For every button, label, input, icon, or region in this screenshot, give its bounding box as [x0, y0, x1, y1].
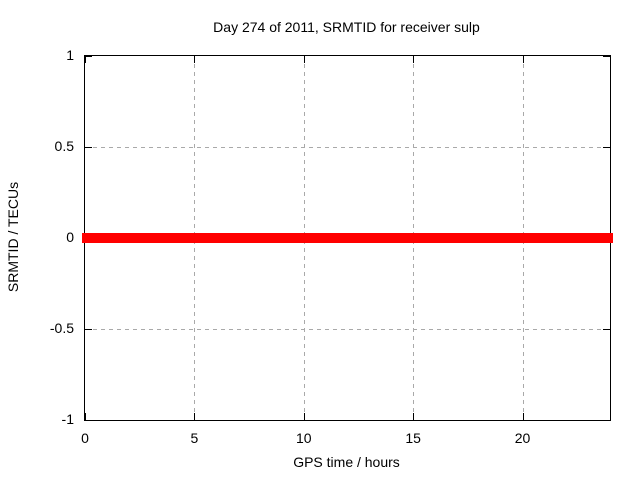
chart-title: Day 274 of 2011, SRMTID for receiver sul…: [213, 19, 480, 35]
x-tick-mark-bottom: [523, 413, 524, 420]
y-tick-mark-left: [85, 329, 92, 330]
x-axis-label: GPS time / hours: [293, 454, 400, 470]
data-series-line: [82, 232, 613, 243]
x-tick-mark-bottom: [413, 413, 414, 420]
x-tick-mark-bottom: [85, 413, 86, 420]
y-tick-mark-right: [603, 56, 610, 57]
x-tick-mark-top: [304, 56, 305, 63]
y-tick-mark-right: [603, 420, 610, 421]
y-tick-label: 0: [66, 229, 74, 245]
x-tick-label: 15: [405, 430, 421, 446]
plot-area: [82, 55, 613, 421]
x-tick-label: 0: [81, 430, 89, 446]
x-tick-label: 20: [514, 430, 531, 446]
x-tick-label: 10: [295, 430, 312, 446]
y-tick-mark-right: [603, 329, 610, 330]
y-tick-mark-left: [85, 147, 92, 148]
horizontal-gridline: [85, 147, 610, 148]
y-tick-mark-right: [603, 147, 610, 148]
x-tick-label: 5: [190, 430, 199, 446]
y-tick-label: 1: [66, 47, 74, 63]
horizontal-gridline: [85, 329, 610, 330]
y-tick-mark-left: [85, 420, 92, 421]
y-tick-mark-left: [85, 56, 92, 57]
y-tick-label: -1: [61, 411, 74, 427]
y-tick-label: 0.5: [54, 138, 74, 154]
x-tick-mark-top: [523, 56, 524, 63]
x-tick-mark-top: [413, 56, 414, 63]
x-tick-mark-bottom: [194, 413, 195, 420]
x-tick-mark-top: [85, 56, 86, 63]
y-tick-label: -0.5: [49, 320, 74, 336]
x-tick-mark-top: [194, 56, 195, 63]
x-tick-mark-bottom: [304, 413, 305, 420]
